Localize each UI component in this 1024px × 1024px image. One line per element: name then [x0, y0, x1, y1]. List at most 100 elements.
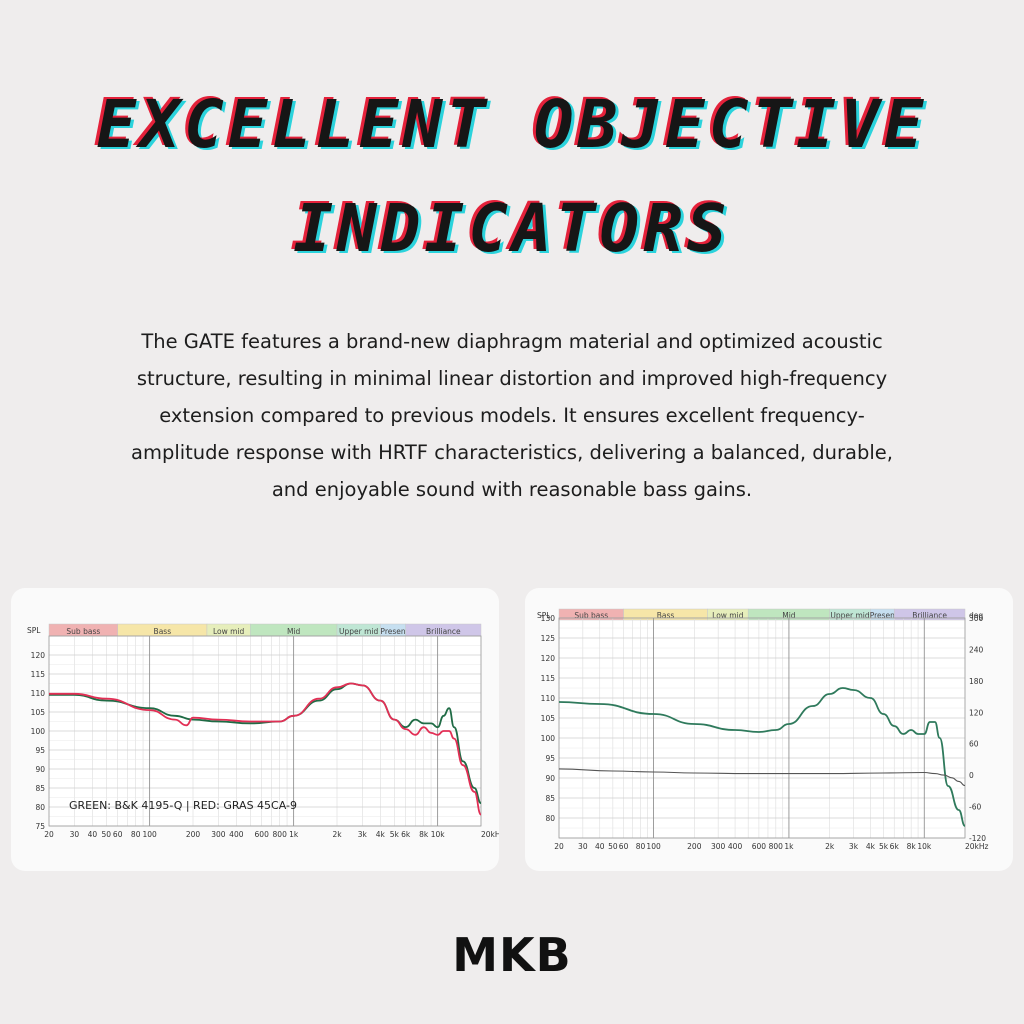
x-tick-label: 50	[102, 830, 112, 839]
y-tick-label: 120	[31, 651, 46, 660]
band-label-0: Sub bass	[574, 611, 608, 620]
band-label-1: Bass	[154, 627, 172, 636]
band-label-2: Low mid	[213, 627, 245, 636]
y2-axis-label: deg	[969, 611, 983, 620]
x-tick-label: 2k	[825, 842, 835, 851]
y-tick-label: 85	[35, 784, 45, 793]
y-tick-label: 120	[541, 654, 556, 663]
y-tick-label: 95	[545, 754, 555, 763]
y-tick-label: 105	[31, 708, 46, 717]
description-paragraph: The GATE features a brand-new diaphragm …	[131, 330, 893, 501]
y-axis-label: SPL	[27, 626, 41, 635]
x-tick-label: 300	[211, 830, 226, 839]
x-tick-label: 100	[646, 842, 661, 851]
x-tick-label: 8k	[907, 842, 917, 851]
x-tick-label: 4k	[866, 842, 876, 851]
x-tick-label: 80	[131, 830, 141, 839]
headline-line-1: EXCELLENT OBJECTIVE	[96, 86, 928, 163]
series-line-1	[558, 768, 966, 787]
y2-tick-label: 60	[969, 740, 979, 749]
x-tick-label: 20kHz	[481, 830, 499, 839]
series-line-1	[49, 682, 482, 816]
band-label-0: Sub bass	[66, 627, 100, 636]
band-label-1: Bass	[657, 611, 675, 620]
y-tick-label: 80	[545, 814, 555, 823]
headline-line-2: INDICATORS	[293, 190, 731, 267]
y2-tick-label: -60	[969, 803, 981, 812]
x-tick-label: 20kHz	[965, 842, 989, 851]
x-tick-label: 5k	[879, 842, 889, 851]
band-label-5: Presen	[380, 627, 405, 636]
x-tick-label: 600	[255, 830, 270, 839]
y-tick-label: 90	[35, 765, 45, 774]
x-tick-label: 5k	[390, 830, 400, 839]
frequency-response-chart-card: Sub bass Bass Low mid Mid Upper mid Presen Bri…	[11, 588, 499, 871]
y-tick-label: 75	[35, 822, 45, 831]
y-tick-label: 110	[31, 689, 46, 698]
x-tick-label: 1k	[289, 830, 299, 839]
y2-tick-label: 180	[969, 677, 984, 686]
band-label-3: Mid	[782, 611, 796, 620]
x-tick-label: 10k	[917, 842, 932, 851]
x-tick-label: 800	[273, 830, 288, 839]
x-tick-label: 20	[554, 842, 564, 851]
y-tick-label: 80	[35, 803, 45, 812]
band-label-4: Upper mid	[830, 611, 869, 620]
x-tick-label: 200	[687, 842, 702, 851]
frequency-response-chart: Sub bass Bass Low mid Mid Upper mid Presen Bri…	[27, 623, 499, 839]
band-label-6: Brilliance	[912, 611, 947, 620]
x-tick-label: 20	[44, 830, 54, 839]
y2-tick-label: 300	[969, 614, 984, 623]
y-tick-label: 85	[545, 794, 555, 803]
y-tick-label: 100	[541, 734, 556, 743]
x-tick-label: 400	[728, 842, 743, 851]
x-tick-label: 400	[229, 830, 244, 839]
y-tick-label: 115	[31, 670, 46, 679]
curve-legend-annotation: GREEN: B&K 4195-Q | RED: GRAS 45CA-9	[69, 799, 297, 812]
plot-frame	[558, 617, 966, 839]
plot-frame	[48, 635, 482, 827]
y2-tick-label: -120	[969, 834, 986, 843]
band-label-4: Upper mid	[339, 627, 378, 636]
x-tick-label: 1k	[784, 842, 794, 851]
y2-tick-label: 0	[969, 771, 974, 780]
x-tick-label: 40	[88, 830, 98, 839]
y-tick-label: 100	[31, 727, 46, 736]
x-tick-label: 40	[595, 842, 605, 851]
x-tick-label: 3k	[849, 842, 859, 851]
x-tick-label: 100	[142, 830, 157, 839]
y-tick-label: 115	[541, 674, 556, 683]
x-tick-label: 60	[113, 830, 123, 839]
x-tick-label: 80	[636, 842, 646, 851]
x-tick-label: 300	[711, 842, 726, 851]
band-label-3: Mid	[287, 627, 301, 636]
x-tick-label: 30	[578, 842, 588, 851]
y-axis-label: SPL	[537, 611, 551, 620]
band-label-5: Presen	[870, 611, 895, 620]
band-label-2: Low mid	[712, 611, 744, 620]
x-tick-label: 800	[769, 842, 784, 851]
x-tick-label: 600	[752, 842, 767, 851]
x-tick-label: 2k	[332, 830, 342, 839]
y-tick-label: 130	[541, 614, 556, 623]
y-tick-label: 105	[541, 714, 556, 723]
y-tick-label: 95	[35, 746, 45, 755]
y-tick-label: 125	[541, 634, 556, 643]
y-tick-label: 110	[541, 694, 556, 703]
frequency-phase-chart-card: Sub bass Bass Low mid Mid Upper mid Presen Bri…	[525, 588, 1013, 871]
x-tick-label: 3k	[358, 830, 368, 839]
x-tick-label: 8k	[419, 830, 429, 839]
brand-logo-text: MKB	[452, 928, 572, 982]
x-tick-label: 6k	[890, 842, 900, 851]
frequency-phase-chart: Sub bass Bass Low mid Mid Upper mid Presen Bri…	[537, 608, 989, 851]
x-tick-label: 60	[619, 842, 629, 851]
y-tick-label: 90	[545, 774, 555, 783]
y2-tick-label: 120	[969, 708, 984, 717]
y2-tick-label: 240	[969, 645, 984, 654]
x-tick-label: 200	[186, 830, 201, 839]
x-tick-label: 50	[608, 842, 618, 851]
band-label-6: Brilliance	[426, 627, 461, 636]
x-tick-label: 4k	[376, 830, 386, 839]
x-tick-label: 6k	[401, 830, 411, 839]
x-tick-label: 30	[70, 830, 80, 839]
